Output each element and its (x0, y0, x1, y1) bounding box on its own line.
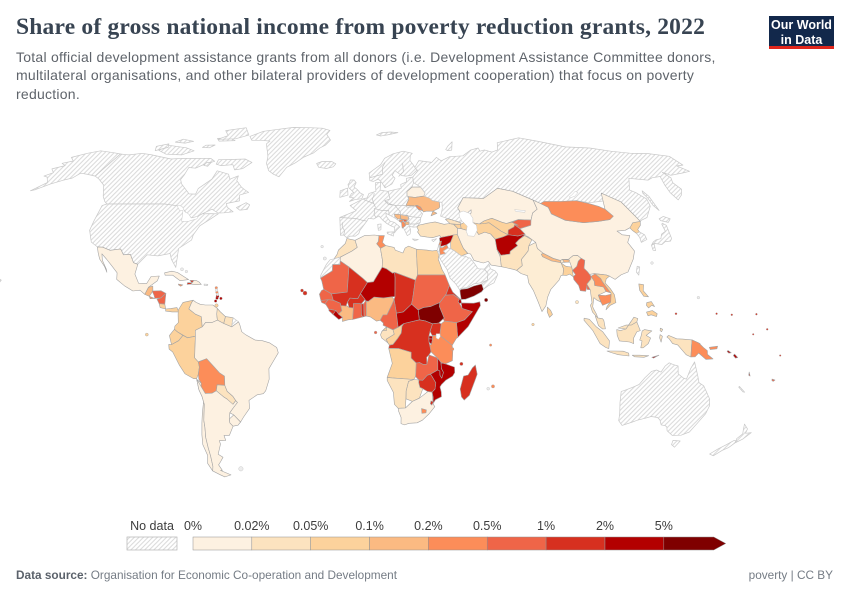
svg-text:5%: 5% (655, 519, 673, 533)
svg-text:0.05%: 0.05% (293, 519, 328, 533)
svg-text:2%: 2% (596, 519, 614, 533)
svg-text:No data: No data (130, 519, 174, 533)
svg-text:0.2%: 0.2% (414, 519, 443, 533)
svg-text:0.5%: 0.5% (473, 519, 502, 533)
svg-text:0.1%: 0.1% (355, 519, 384, 533)
svg-text:1%: 1% (537, 519, 555, 533)
svg-text:0.02%: 0.02% (234, 519, 269, 533)
svg-text:0%: 0% (184, 519, 202, 533)
